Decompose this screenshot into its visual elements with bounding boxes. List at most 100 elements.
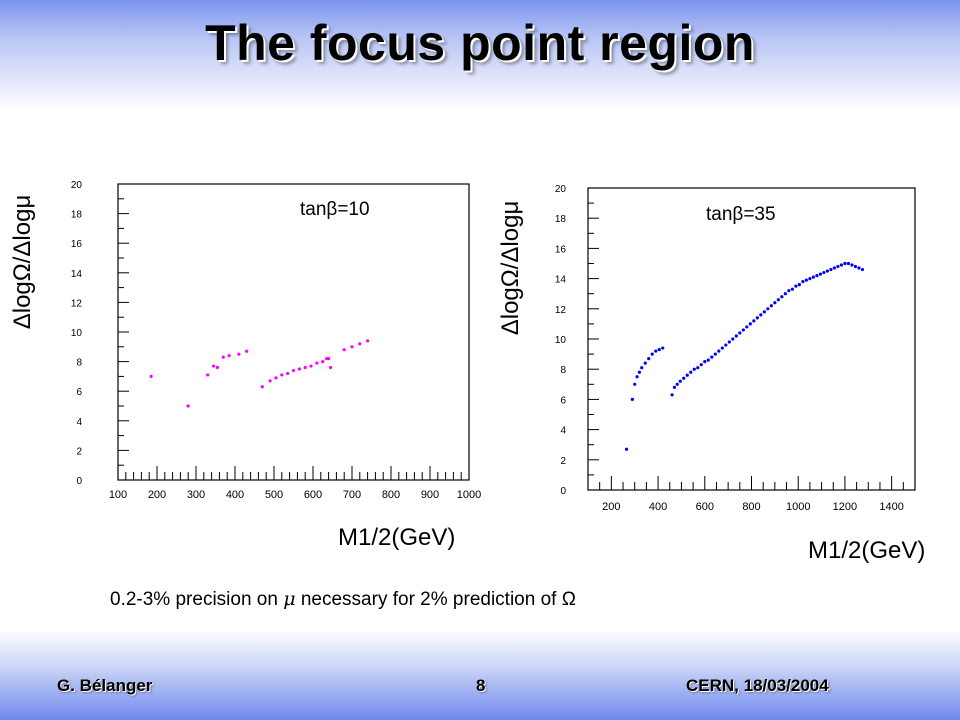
slide-title: The focus point region — [205, 15, 755, 71]
right-y-tick-label: 0 — [560, 486, 566, 497]
right-data-point — [860, 267, 865, 272]
right-data-point — [832, 266, 837, 270]
right-data-point — [846, 261, 851, 266]
right-data-point — [654, 349, 658, 353]
left-data-point — [327, 357, 331, 361]
left-data-point — [211, 364, 216, 368]
right-data-point — [710, 355, 714, 359]
left-data-point — [328, 365, 333, 370]
left-data-point — [149, 374, 153, 378]
right-data-point — [630, 397, 634, 401]
left-y-axis-label: ΔlogΩ/Δlogμ — [9, 195, 36, 330]
left-data-point — [221, 355, 225, 359]
left-y-tick-label: 6 — [76, 387, 82, 398]
right-data-point — [759, 313, 763, 317]
header-gradient — [0, 0, 960, 110]
left-data-point — [315, 361, 319, 365]
left-data-point — [215, 365, 220, 370]
right-data-point — [672, 385, 677, 389]
right-y-tick-label: 20 — [555, 184, 567, 195]
left-data-point — [286, 371, 290, 376]
left-y-tick-label: 0 — [76, 476, 82, 487]
right-data-point — [703, 360, 707, 364]
footer-author: G. Bélanger — [57, 676, 153, 695]
right-data-point — [738, 331, 742, 335]
right-data-point — [755, 316, 759, 320]
right-x-tick-label: 600 — [696, 501, 714, 513]
right-data-point — [794, 284, 798, 288]
right-data-point — [633, 382, 637, 386]
left-x-tick-label: 600 — [304, 489, 322, 501]
right-data-point — [850, 263, 854, 267]
right-y-tick-label: 8 — [560, 365, 566, 376]
right-data-point — [637, 370, 641, 374]
left-data-point — [342, 348, 346, 352]
left-tanbeta-annotation: tanβ=10 — [300, 199, 370, 220]
right-data-point — [780, 295, 784, 299]
right-data-point — [689, 370, 693, 374]
left-plot-frame — [117, 183, 470, 481]
footer-gradient — [0, 630, 960, 720]
left-x-tick-label: 900 — [421, 489, 439, 501]
right-data-point — [836, 264, 840, 269]
right-y-tick-label: 4 — [560, 426, 566, 437]
right-data-point — [647, 357, 651, 361]
right-data-point — [624, 447, 629, 451]
left-data-point — [309, 364, 313, 368]
right-data-point — [670, 393, 674, 397]
right-data-point — [650, 352, 654, 356]
left-data-point — [303, 365, 307, 370]
left-y-tick-label: 12 — [71, 298, 83, 309]
right-data-point — [692, 367, 696, 371]
left-x-tick-label: 400 — [226, 489, 244, 501]
right-data-point — [685, 373, 689, 377]
left-data-point — [274, 376, 278, 380]
right-data-point — [773, 301, 777, 305]
right-y-axis-label: ΔlogΩ/Δlogμ — [497, 201, 524, 336]
right-data-point — [829, 267, 833, 272]
right-x-tick-label: 1000 — [786, 501, 810, 513]
left-data-point — [186, 404, 190, 408]
right-data-point — [678, 379, 682, 383]
left-y-tick-label: 18 — [71, 210, 83, 221]
left-data-point — [268, 379, 272, 383]
right-x-tick-label: 1200 — [833, 501, 857, 513]
right-data-point — [706, 358, 710, 362]
left-y-tick-label: 2 — [76, 446, 82, 457]
right-data-point — [787, 289, 791, 293]
right-data-point — [766, 307, 770, 311]
left-y-tick-label: 16 — [71, 239, 83, 250]
left-data-point — [350, 345, 354, 349]
right-data-point — [696, 366, 700, 370]
right-y-tick-label: 16 — [555, 244, 567, 255]
left-x-tick-label: 500 — [265, 489, 283, 501]
caption-prefix: 0.2-3% precision on — [110, 589, 284, 610]
right-y-tick-label: 18 — [555, 214, 567, 225]
left-data-point — [237, 352, 241, 356]
right-data-point — [804, 278, 808, 282]
left-y-tick-label: 20 — [71, 180, 83, 191]
right-data-point — [808, 277, 812, 281]
right-data-point — [839, 263, 844, 267]
left-data-point — [245, 349, 249, 353]
right-y-tick-label: 10 — [555, 335, 567, 346]
right-data-point — [724, 343, 728, 347]
right-x-tick-label: 200 — [602, 501, 620, 513]
right-data-point — [783, 292, 787, 296]
right-data-point — [734, 334, 738, 338]
right-data-point — [811, 275, 815, 279]
left-x-tick-label: 100 — [109, 489, 127, 501]
right-x-tick-label: 400 — [649, 501, 667, 513]
right-data-point — [797, 283, 801, 287]
right-data-point — [661, 346, 665, 350]
footer-page-number: 8 — [476, 676, 486, 695]
left-x-tick-label: 700 — [343, 489, 361, 501]
right-data-point — [713, 352, 717, 356]
right-data-point — [731, 337, 735, 341]
left-y-tick-label: 10 — [71, 328, 83, 339]
right-x-tick-label: 800 — [742, 501, 760, 513]
right-data-point — [818, 272, 823, 276]
right-data-point — [675, 382, 679, 386]
footer-venue-date: CERN, 18/03/2004 — [686, 676, 829, 695]
